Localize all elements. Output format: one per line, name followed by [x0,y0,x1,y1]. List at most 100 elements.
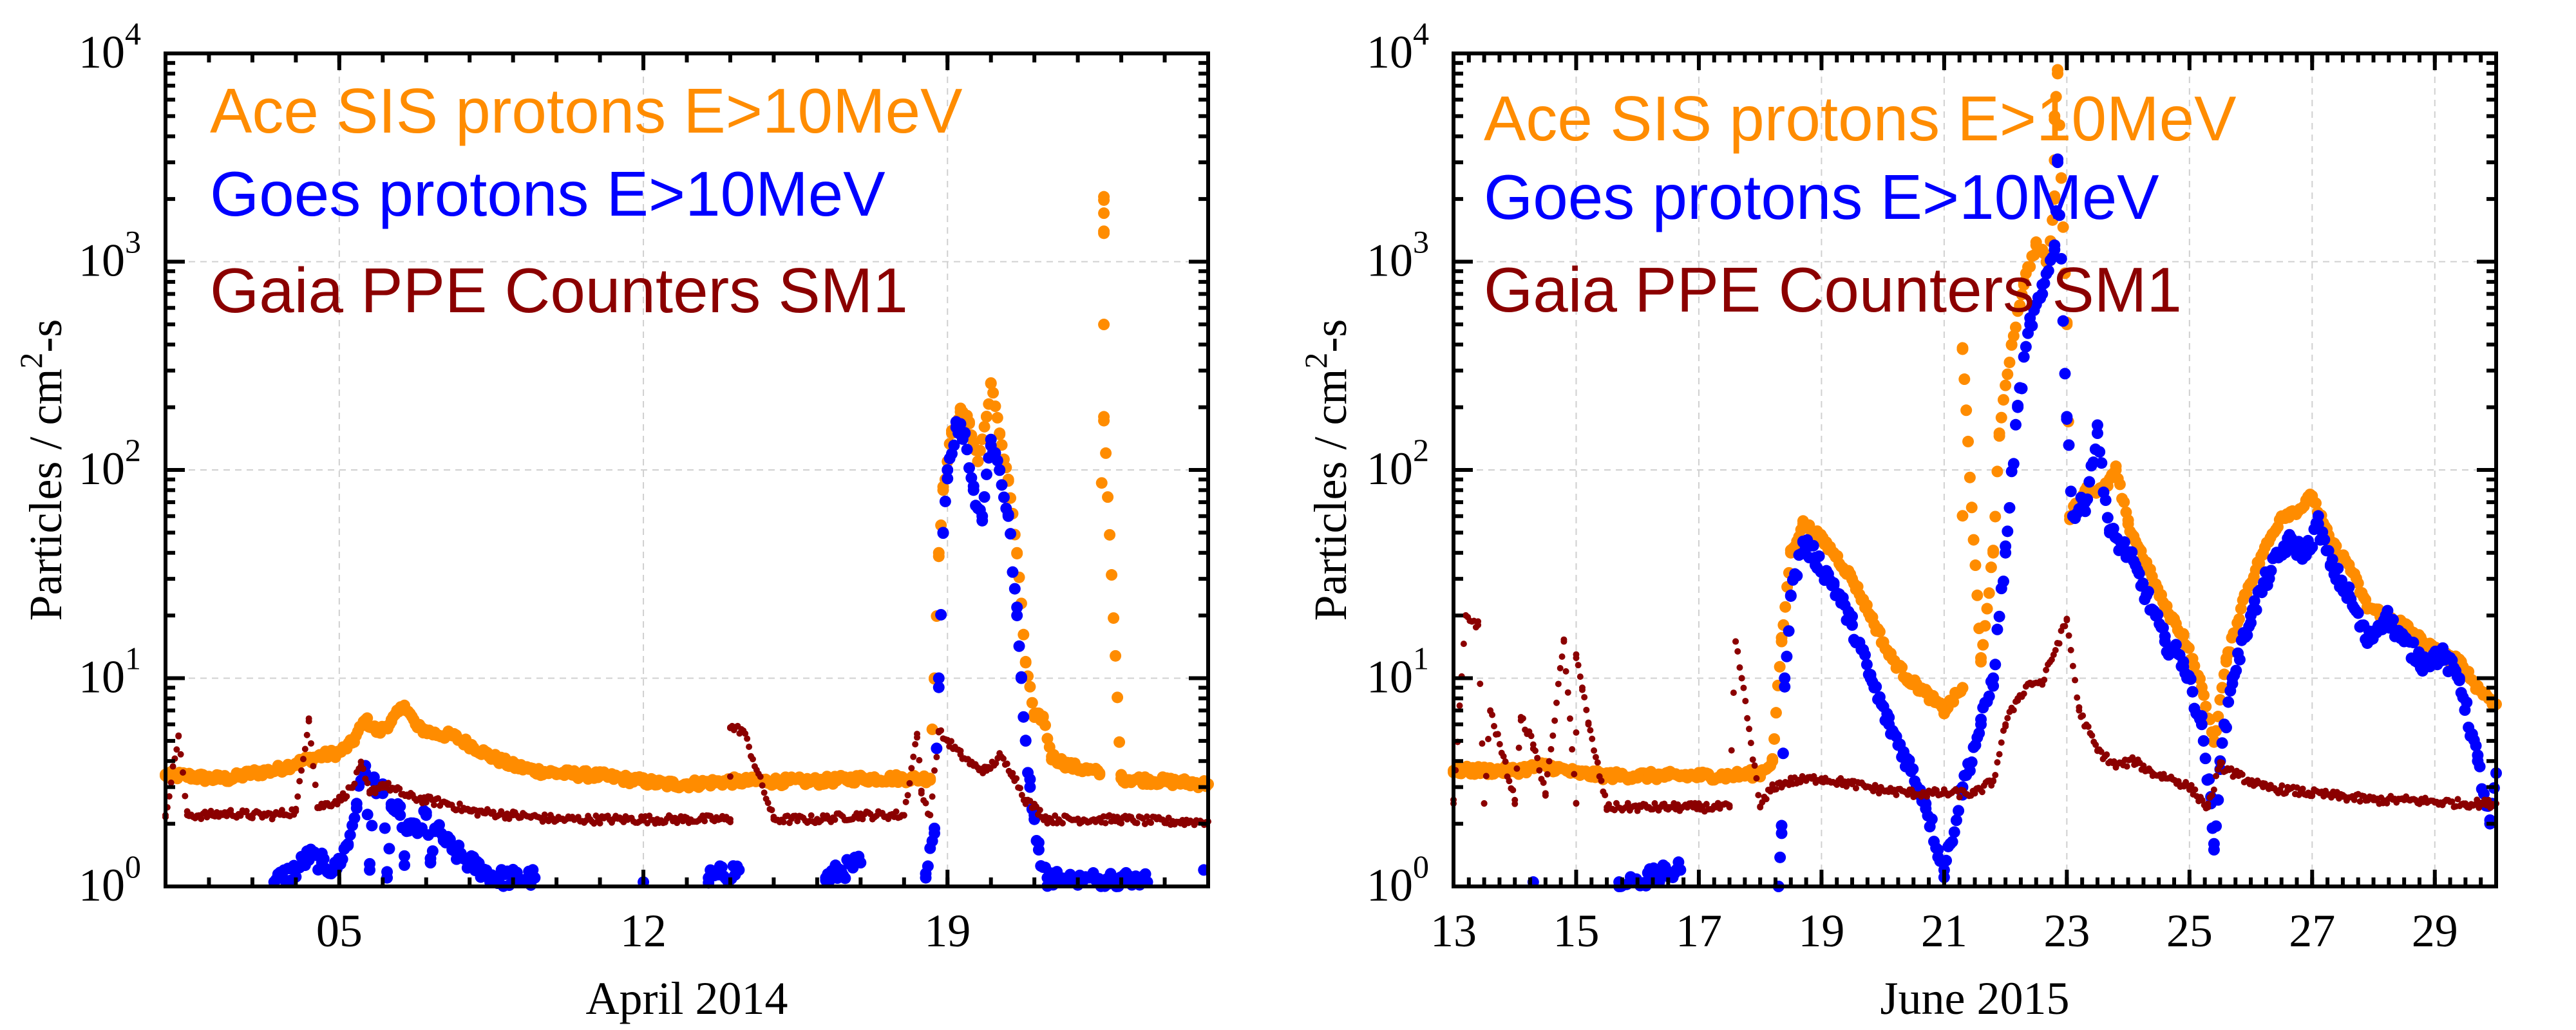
data-point [2177,630,2190,642]
data-point [402,818,415,830]
legend-entry-gaia: Gaia PPE Counters SM1 [210,255,908,326]
data-point [1665,804,1672,811]
legend: Ace SIS protons E>10MeV Goes protons E>1… [1484,83,2237,325]
data-point [383,843,395,855]
data-point [2168,775,2175,782]
data-point [203,772,215,785]
data-point [2352,577,2364,589]
data-point [2233,613,2245,625]
data-point [1475,621,1482,628]
data-point [933,672,945,684]
data-point [1828,547,1840,559]
data-point [1494,731,1501,738]
data-point [551,767,563,779]
data-point [412,722,424,734]
data-point [1962,435,1975,447]
data-point [1781,650,1793,662]
data-point [399,859,411,871]
data-point [1933,787,1940,794]
data-point [2300,547,2312,559]
data-point [485,751,497,763]
data-point [1985,561,1997,574]
data-point [1558,653,1566,660]
data-point [2462,800,2469,807]
data-point [893,808,900,815]
data-point [2030,239,2042,251]
data-point [489,872,502,884]
data-point [1011,601,1023,613]
data-point [1958,373,1971,386]
data-point [1960,404,1973,417]
data-point [1695,804,1702,811]
data-point [1991,465,2003,478]
y-tick-exponent: 0 [125,848,141,885]
data-point [2016,288,2028,301]
data-point [2192,786,2199,793]
data-point [2049,193,2061,205]
data-point [529,872,541,884]
data-point [1997,394,2009,406]
data-point [2104,527,2116,539]
data-point [2094,747,2101,754]
data-point [385,715,397,727]
data-point [1046,751,1058,763]
data-point [1032,844,1045,856]
data-point [529,765,541,777]
data-point [1763,796,1770,803]
data-point [1510,787,1517,794]
data-point [1587,727,1594,734]
data-point [855,857,867,869]
data-point [1113,736,1126,748]
data-point [931,742,943,754]
data-point [994,464,1006,476]
data-point [2312,510,2324,522]
x-tick-label: 05 [316,905,363,957]
data-point [2472,682,2484,694]
data-point [1102,491,1114,503]
data-point [1973,727,1985,739]
data-point [1479,740,1486,747]
data-point [726,816,734,823]
data-point [1592,754,1599,761]
data-point [2009,418,2022,431]
data-point [2257,547,2269,559]
data-point [2431,798,2438,805]
data-point [466,807,473,814]
data-point [1477,680,1484,688]
data-point [963,416,975,428]
y-axis-title-tail: -s [1305,319,1356,353]
data-point [392,787,399,794]
data-point [2324,559,2336,571]
data-point [1981,603,1993,615]
data-point [477,864,489,876]
data-point [2416,655,2429,668]
series-ace [160,191,1214,794]
data-point [182,792,189,800]
data-point [1785,589,1797,601]
data-point [1807,539,1819,552]
y-tick-base: 10 [79,651,125,703]
data-point [746,744,753,751]
data-point [1893,791,1900,798]
data-point [957,751,964,758]
data-point [1015,672,1027,684]
data-point [2435,648,2447,660]
data-point [2042,265,2054,277]
data-point [2299,785,2306,792]
data-point [2233,653,2246,666]
data-point [307,740,314,747]
data-point [2002,368,2014,380]
y-tick-exponent: 2 [125,432,141,468]
data-point [426,845,439,857]
data-point [243,807,250,814]
data-point [2016,382,2028,395]
data-point [2038,277,2050,290]
data-point [939,495,951,507]
data-point [372,726,384,738]
data-point [726,724,734,731]
data-point [368,775,380,787]
data-point [1003,760,1010,767]
data-point [312,751,324,763]
data-point [1940,854,1953,866]
data-point [2220,722,2232,734]
